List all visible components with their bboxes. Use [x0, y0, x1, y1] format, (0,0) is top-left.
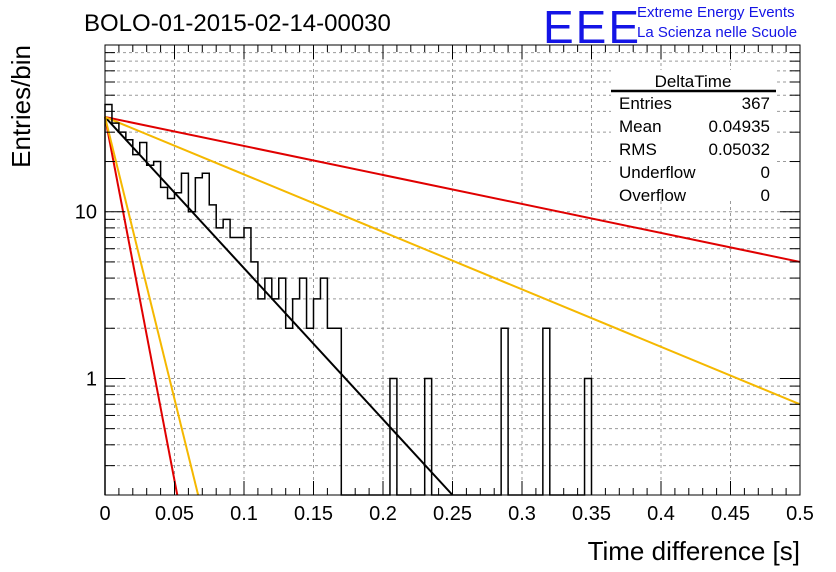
- stats-overflow-label: Overflow: [619, 186, 687, 205]
- x-tick-label: 0.45: [711, 503, 750, 525]
- stats-entries-label: Entries: [619, 94, 672, 113]
- eee-logo: EEE: [543, 1, 642, 53]
- fit-line: [104, 116, 454, 496]
- chart-title: BOLO-01-2015-02-14-00030: [84, 10, 391, 37]
- x-tick-label: 0: [99, 503, 110, 525]
- stats-mean-label: Mean: [619, 117, 662, 136]
- stats-box: DeltaTime Entries 367 Mean 0.04935 RMS 0…: [611, 70, 776, 205]
- stats-overflow-value: 0: [761, 186, 770, 205]
- fit-lines: [104, 116, 801, 496]
- fit-line: [104, 116, 200, 496]
- x-tick-label: 0.25: [433, 503, 472, 525]
- logo-line-2: La Scienza nelle Scuole: [637, 24, 798, 41]
- stats-box-title: DeltaTime: [655, 72, 732, 91]
- y-tick-label: 1: [86, 368, 97, 390]
- x-tick-label: 0.35: [572, 503, 611, 525]
- logo-line-1: Extreme Energy Events: [637, 4, 795, 21]
- fit-line: [104, 116, 801, 406]
- y-tick-label: 10: [75, 202, 97, 224]
- x-tick-label: 0.4: [647, 503, 675, 525]
- x-tick-label: 0.2: [369, 503, 397, 525]
- stats-rms-label: RMS: [619, 140, 657, 159]
- histogram-outline: [104, 103, 593, 496]
- axis-ticks: [104, 44, 801, 496]
- fit-line: [104, 116, 179, 496]
- stats-underflow-label: Underflow: [619, 163, 696, 182]
- stats-mean-value: 0.04935: [709, 117, 770, 136]
- x-tick-label: 0.05: [155, 503, 194, 525]
- stats-rms-value: 0.05032: [709, 140, 770, 159]
- x-tick-label: 0.3: [508, 503, 536, 525]
- stats-underflow-value: 0: [761, 163, 770, 182]
- x-tick-label: 0.5: [786, 503, 814, 525]
- x-axis-label: Time difference [s]: [588, 536, 800, 566]
- fit-line: [104, 116, 801, 263]
- histogram: [104, 103, 593, 496]
- x-tick-label: 0.15: [294, 503, 333, 525]
- x-tick-label: 0.1: [230, 503, 258, 525]
- y-axis-label: Entries/bin: [6, 45, 36, 168]
- stats-entries-value: 367: [742, 94, 770, 113]
- axis-tick-labels: 0 0.05 0.1 0.15 0.2 0.25 0.3 0.35 0.4 0.45 0.5 1 10: [75, 202, 814, 525]
